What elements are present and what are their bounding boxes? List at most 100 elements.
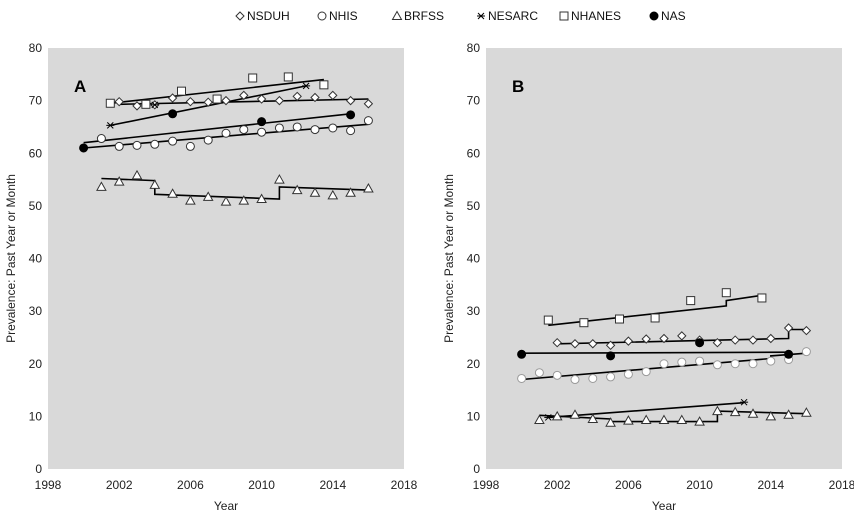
legend-label: NESARC (488, 9, 538, 23)
y-tick-label: 70 (29, 94, 43, 108)
legend-item-nsduh: NSDUH (235, 9, 290, 23)
point-brfss (623, 415, 634, 425)
point-nsduh (605, 340, 616, 351)
legend-label: NHIS (329, 9, 358, 23)
trend-line-nas (521, 351, 789, 355)
y-tick-label: 0 (35, 462, 42, 476)
point-brfss (149, 179, 161, 189)
legend-label: NAS (661, 9, 686, 23)
y-tick-label: 10 (467, 409, 481, 423)
y-tick-label: 0 (473, 462, 480, 476)
y-tick-label: 80 (29, 41, 43, 55)
trend-line-nas (83, 113, 351, 144)
legend-label: NHANES (571, 9, 621, 23)
point-nhis (588, 373, 598, 383)
point-nhis (677, 357, 687, 367)
point-nsduh (203, 97, 213, 107)
point-nhis (695, 356, 705, 366)
point-nhis (221, 128, 231, 138)
legend-marker-asterisk (477, 12, 485, 20)
point-nsduh (256, 94, 267, 104)
point-nhis (517, 373, 527, 383)
point-brfss (551, 410, 563, 421)
y-tick-label: 20 (29, 357, 43, 371)
point-nhis (96, 134, 106, 144)
point-nhis (328, 123, 338, 133)
point-nhanes (141, 99, 151, 109)
y-axis-label-a: Prevalence: Past Year or Month (4, 174, 18, 343)
point-nsduh (345, 95, 356, 106)
y-tick-label: 60 (29, 146, 43, 160)
x-tick-label: 1998 (35, 478, 62, 492)
point-brfss (202, 191, 214, 201)
point-nhanes (319, 80, 329, 90)
markers-b (517, 288, 812, 427)
point-brfss (747, 408, 759, 418)
x-tick-label: 2014 (757, 478, 784, 492)
point-nhanes (177, 86, 186, 96)
legend-marker-filled-circle (649, 11, 659, 21)
panel-label-b: B (512, 77, 524, 96)
x-tick-label: 2018 (391, 478, 418, 492)
point-nsduh (766, 333, 776, 344)
point-nhis (363, 116, 373, 126)
legend-item-nhis: NHIS (317, 9, 358, 23)
point-brfss (694, 416, 705, 426)
legend-marker-diamond (235, 11, 245, 21)
point-brfss (291, 184, 303, 195)
point-nhanes (650, 313, 660, 323)
legend-marker-triangle (391, 10, 403, 20)
point-nas (695, 338, 705, 348)
y-tick-label: 20 (467, 357, 481, 371)
legend: NSDUH NHIS BRFSS NESARC NHANES NAS (235, 9, 686, 23)
x-tick-label: 1998 (473, 478, 500, 492)
x-tick-label: 2002 (106, 478, 133, 492)
panel-b: B Prevalence: Past Year or Month Year 19… (442, 41, 854, 513)
ticks-b: 1998 2002 2006 2010 2014 2018 0 10 20 30 40 50 60 70 8… (467, 41, 854, 492)
point-nhis (570, 375, 580, 385)
x-tick-label: 2002 (544, 478, 571, 492)
y-tick-label: 50 (467, 199, 481, 213)
trend-line-nhanes (110, 78, 324, 105)
point-brfss (167, 188, 178, 198)
point-brfss (345, 187, 356, 197)
point-nesarc (302, 82, 311, 90)
y-axis-label-b: Prevalence: Past Year or Month (442, 174, 456, 343)
trend-line-brfss (101, 177, 369, 200)
point-nsduh (167, 93, 178, 103)
point-brfss (274, 174, 285, 184)
point-nsduh (748, 335, 758, 345)
y-tick-label: 60 (467, 146, 481, 160)
point-nsduh (783, 323, 794, 333)
point-nesarc (544, 414, 553, 421)
point-nhis (534, 368, 544, 378)
panel-a: A Prevalence: Past Year or Month Year 19… (4, 41, 418, 513)
point-nhis (552, 370, 562, 380)
point-nsduh (659, 333, 669, 344)
legend-marker-square (559, 11, 569, 21)
point-nas (606, 351, 616, 361)
point-nhis (623, 369, 633, 379)
panel-label-a: A (74, 77, 86, 96)
point-nsduh (801, 325, 812, 336)
point-nsduh (588, 339, 598, 349)
legend-label: BRFSS (404, 9, 444, 23)
y-tick-label: 40 (467, 252, 481, 266)
point-brfss (131, 169, 143, 180)
legend-label: NSDUH (247, 9, 290, 23)
point-nsduh (132, 101, 142, 111)
point-brfss (712, 405, 723, 416)
trend-line-nsduh (557, 328, 807, 345)
point-brfss (113, 176, 125, 186)
point-nhis (132, 140, 142, 150)
y-tick-label: 30 (29, 304, 43, 318)
point-nhanes (105, 98, 115, 108)
markers-a (79, 72, 374, 206)
point-nhanes (757, 293, 767, 303)
point-brfss (640, 414, 652, 425)
point-nsduh (310, 92, 320, 103)
point-nhanes (283, 72, 293, 82)
point-nhis (239, 125, 249, 135)
legend-item-brfss: BRFSS (391, 9, 444, 23)
point-nsduh (677, 331, 687, 341)
